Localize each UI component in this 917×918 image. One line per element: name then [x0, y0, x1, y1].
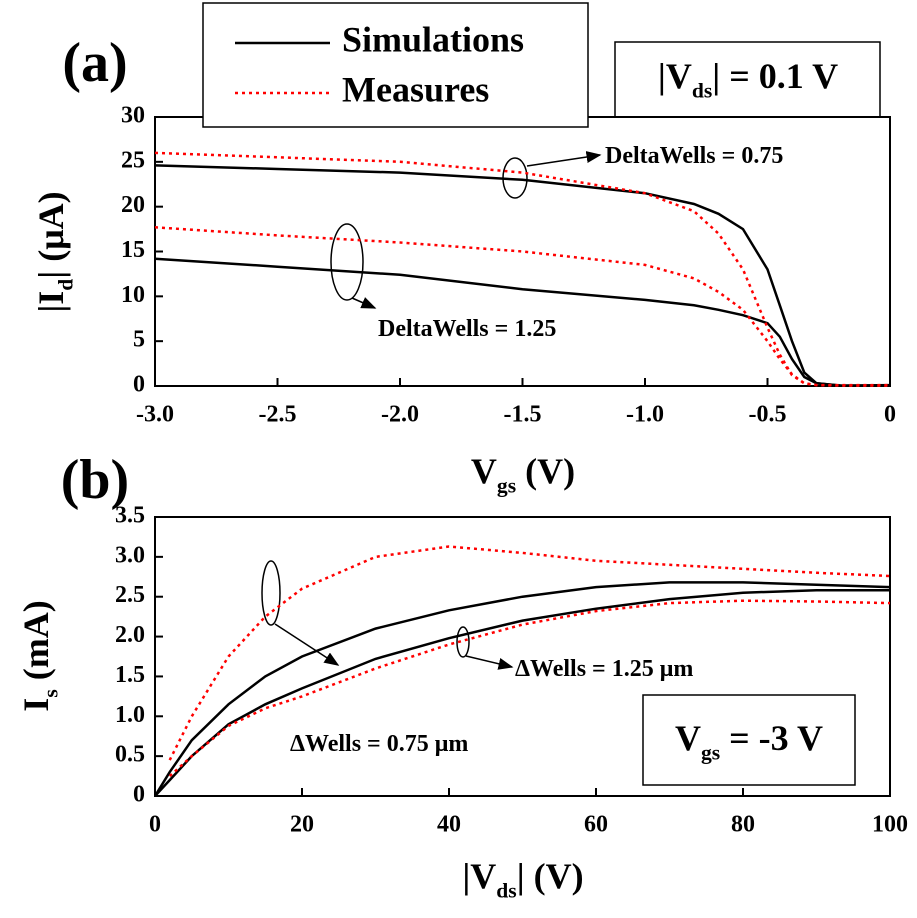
x-tick-label: -1.5 [504, 402, 542, 428]
y-tick-label: 0 [133, 372, 145, 398]
x-tick-label: -1.0 [626, 402, 664, 428]
text-part: | = 0.1 V [712, 56, 838, 96]
annotation: DeltaWells = 1.25 [378, 316, 556, 342]
text-part: DeltaWells = 1.25 [378, 316, 556, 342]
y-tick-label: 2.5 [115, 582, 145, 608]
plot-frame [154, 516, 891, 797]
data-line [153, 581, 891, 797]
text-part: (V) [516, 451, 575, 491]
text-part: ΔWells = 1.25 μm [515, 656, 693, 682]
text-part: | (μA) [31, 191, 71, 278]
y-tick-label: 0 [133, 782, 145, 808]
y-tick-label: 25 [121, 147, 145, 173]
y-axis-title: Is (mA) [16, 600, 62, 711]
text-part: |V [658, 56, 692, 96]
text-part: | (V) [517, 856, 584, 896]
y-tick-label: 10 [121, 282, 145, 308]
data-line [154, 257, 890, 387]
legend-label: Measures [342, 69, 489, 109]
y-tick-label: 30 [121, 103, 145, 129]
y-tick-label: 1.5 [115, 662, 145, 688]
text-part: I [16, 698, 56, 712]
text-part: V [675, 718, 701, 758]
data-line [168, 545, 891, 761]
text-part: V [471, 451, 497, 491]
ellipse [261, 560, 281, 626]
subscript: d [54, 279, 78, 291]
y-tick-label: 2.0 [115, 622, 145, 648]
text-part: ΔWells = 0.75 μm [290, 731, 468, 757]
legend-box [202, 2, 589, 128]
subscript: gs [497, 474, 516, 498]
legend-label: Simulations [342, 19, 524, 59]
arrow [465, 655, 514, 670]
subscript: s [39, 689, 63, 697]
y-tick-label: 3.0 [115, 542, 145, 568]
x-tick-label: -2.0 [381, 402, 419, 428]
x-tick-label: -3.0 [136, 402, 174, 428]
text-part: |I [31, 291, 71, 313]
x-tick-label: 20 [290, 812, 314, 838]
subscript: ds [692, 79, 712, 103]
ellipse [456, 626, 470, 658]
y-tick-label: 5 [133, 327, 145, 353]
annotation: ΔWells = 1.25 μm [515, 656, 693, 682]
arrow [351, 297, 377, 309]
arrow [274, 623, 340, 666]
panel-label: (b) [61, 449, 129, 511]
x-tick-label: 80 [731, 812, 755, 838]
text-part: (mA) [16, 600, 56, 689]
arrow [526, 151, 602, 167]
x-tick-label: 100 [872, 812, 908, 838]
x-tick-label: 0 [884, 402, 896, 428]
x-tick-label: 40 [437, 812, 461, 838]
panel-label: (a) [62, 32, 127, 94]
annotation-box [642, 694, 856, 786]
annotation-shapes [261, 41, 881, 786]
x-tick-label: -2.5 [259, 402, 297, 428]
subscript: gs [701, 741, 720, 765]
y-tick-label: 3.5 [115, 503, 145, 529]
text-part: |V [462, 856, 496, 896]
data-line [168, 599, 891, 778]
y-tick-label: 1.0 [115, 702, 145, 728]
x-tick-label: 0 [149, 812, 161, 838]
annotation: DeltaWells = 0.75 [605, 143, 783, 169]
x-axis-title: |Vds| (V) [462, 856, 583, 902]
subscript: ds [496, 879, 516, 903]
annotation: ΔWells = 0.75 μm [290, 731, 468, 757]
text-part: DeltaWells = 0.75 [605, 143, 783, 169]
data-line [154, 164, 891, 387]
data-line [154, 151, 890, 387]
x-tick-label: 60 [584, 812, 608, 838]
y-tick-label: 15 [121, 237, 145, 263]
y-tick-label: 20 [121, 192, 145, 218]
x-tick-label: -0.5 [749, 402, 787, 428]
y-axis-title: |Id| (μA) [31, 191, 77, 312]
annotation: Vgs = -3 V [675, 718, 823, 764]
text-part: = -3 V [720, 718, 823, 758]
y-tick-label: 0.5 [115, 742, 145, 768]
x-axis-title: Vgs (V) [471, 451, 575, 497]
ellipse [330, 223, 364, 301]
annotation: |Vds| = 0.1 V [658, 56, 838, 102]
